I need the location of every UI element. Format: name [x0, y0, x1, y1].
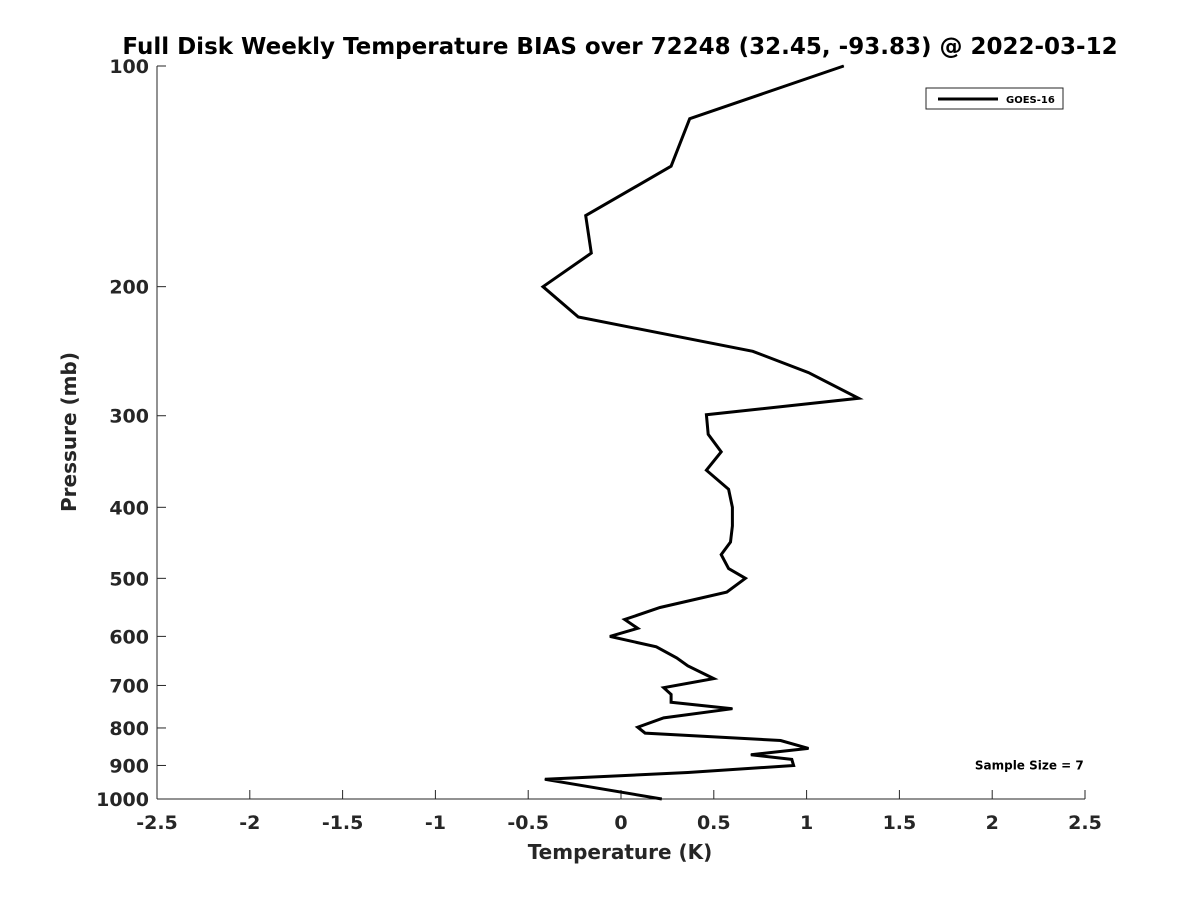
data-point: [705, 469, 707, 471]
x-axis-label: Temperature (K): [528, 840, 713, 864]
x-tick-label: 0.5: [697, 812, 731, 834]
data-point: [728, 488, 730, 490]
data-point: [752, 350, 754, 352]
data-point: [676, 657, 678, 659]
legend-label-goes-16: GOES-16: [1006, 95, 1055, 106]
data-point: [687, 772, 689, 773]
data-point: [687, 665, 689, 667]
x-tick-label: -1: [425, 812, 446, 834]
y-axis-label: Pressure (mb): [57, 352, 81, 512]
data-point: [720, 451, 722, 453]
x-tick-label: -2: [239, 812, 260, 834]
data-point: [843, 65, 845, 67]
chart-title: Full Disk Weekly Temperature BIAS over 7…: [122, 34, 1117, 60]
data-point: [670, 165, 672, 167]
data-point: [731, 708, 733, 710]
data-point: [689, 118, 691, 120]
data-point: [644, 732, 646, 734]
series-group: [540, 64, 864, 801]
data-point: [577, 316, 579, 318]
data-point: [858, 397, 860, 399]
data-point: [661, 798, 663, 800]
data-point: [720, 554, 722, 556]
data-point: [624, 619, 626, 620]
series-line-goes-16: [540, 64, 864, 801]
data-point: [750, 754, 752, 756]
data-point: [793, 765, 795, 766]
y-tick-label: 500: [109, 568, 149, 590]
data-point: [728, 568, 730, 570]
data-point: [655, 646, 657, 648]
y-tick-label: 400: [109, 497, 149, 519]
data-point: [705, 414, 707, 416]
sample-size-annotation: Sample Size = 7: [975, 758, 1084, 772]
data-point: [663, 717, 665, 719]
data-point: [542, 286, 544, 288]
y-tick-label: 100: [109, 56, 149, 78]
y-tick-label: 200: [109, 277, 149, 299]
data-point: [585, 215, 587, 217]
y-tick-label: 700: [109, 675, 149, 697]
x-tick-label: 0: [614, 812, 627, 834]
y-tick-label: 1000: [96, 789, 149, 811]
x-tick-label: -2.5: [136, 812, 178, 834]
y-tick-label: 800: [109, 718, 149, 740]
axes: -2.5 -2 -1.5 -1 -0.5 0 0.5 1 1.5 2 2.5 100 200 300 400…: [96, 56, 1102, 834]
data-point: [663, 687, 665, 689]
data-point: [731, 525, 733, 527]
y-tick-label: 300: [109, 406, 149, 428]
y-tick-label: 900: [109, 755, 149, 777]
x-tick-label: -1.5: [322, 812, 364, 834]
data-point: [544, 778, 546, 780]
data-point: [808, 747, 809, 749]
y-tick-label: 600: [109, 626, 149, 648]
x-tick-label: -0.5: [507, 812, 549, 834]
x-tick-label: 2.5: [1068, 812, 1102, 834]
data-point: [726, 591, 728, 593]
data-point: [791, 758, 793, 760]
data-point: [731, 506, 733, 508]
data-point: [808, 372, 809, 374]
data-point: [780, 740, 782, 741]
data-point: [637, 627, 639, 629]
data-point: [670, 693, 672, 695]
data-point: [609, 635, 611, 637]
data-point: [730, 541, 731, 543]
x-tick-label: 1.5: [883, 812, 917, 834]
x-tick-label: 1: [800, 812, 813, 834]
data-point: [744, 577, 746, 579]
data-point: [590, 252, 592, 254]
data-point: [637, 726, 639, 728]
data-point: [707, 433, 709, 435]
data-point: [670, 701, 672, 703]
x-tick-label: 2: [986, 812, 999, 834]
data-point: [659, 607, 661, 608]
legend: GOES-16: [925, 87, 1064, 110]
data-point: [713, 678, 715, 680]
